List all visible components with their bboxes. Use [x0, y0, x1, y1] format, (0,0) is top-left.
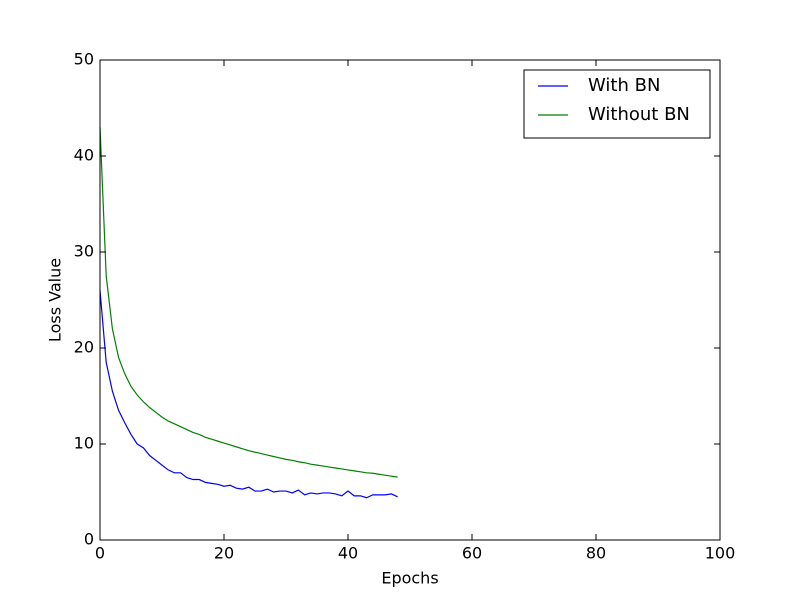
legend-label: With BN — [588, 75, 660, 96]
y-tick-label: 10 — [74, 434, 94, 453]
x-tick-label: 20 — [214, 544, 234, 563]
y-tick-label: 40 — [74, 146, 94, 165]
x-tick-label: 60 — [462, 544, 482, 563]
x-tick-label: 80 — [586, 544, 606, 563]
data-line — [99, 290, 398, 499]
data-line — [99, 127, 398, 478]
x-tick-label: 0 — [95, 544, 105, 563]
plot-frame — [99, 59, 721, 541]
x-tick-label: 100 — [705, 544, 736, 563]
y-tick-label: 0 — [84, 530, 94, 549]
y-tick-label: 50 — [74, 50, 94, 69]
x-tick-label: 40 — [338, 544, 358, 563]
y-tick-label: 30 — [74, 242, 94, 261]
legend-label: Without BN — [588, 104, 690, 125]
legend-box — [523, 69, 711, 139]
y-tick-label: 20 — [74, 338, 94, 357]
x-axis-label: Epochs — [381, 569, 438, 588]
y-axis-label: Loss Value — [46, 258, 65, 342]
